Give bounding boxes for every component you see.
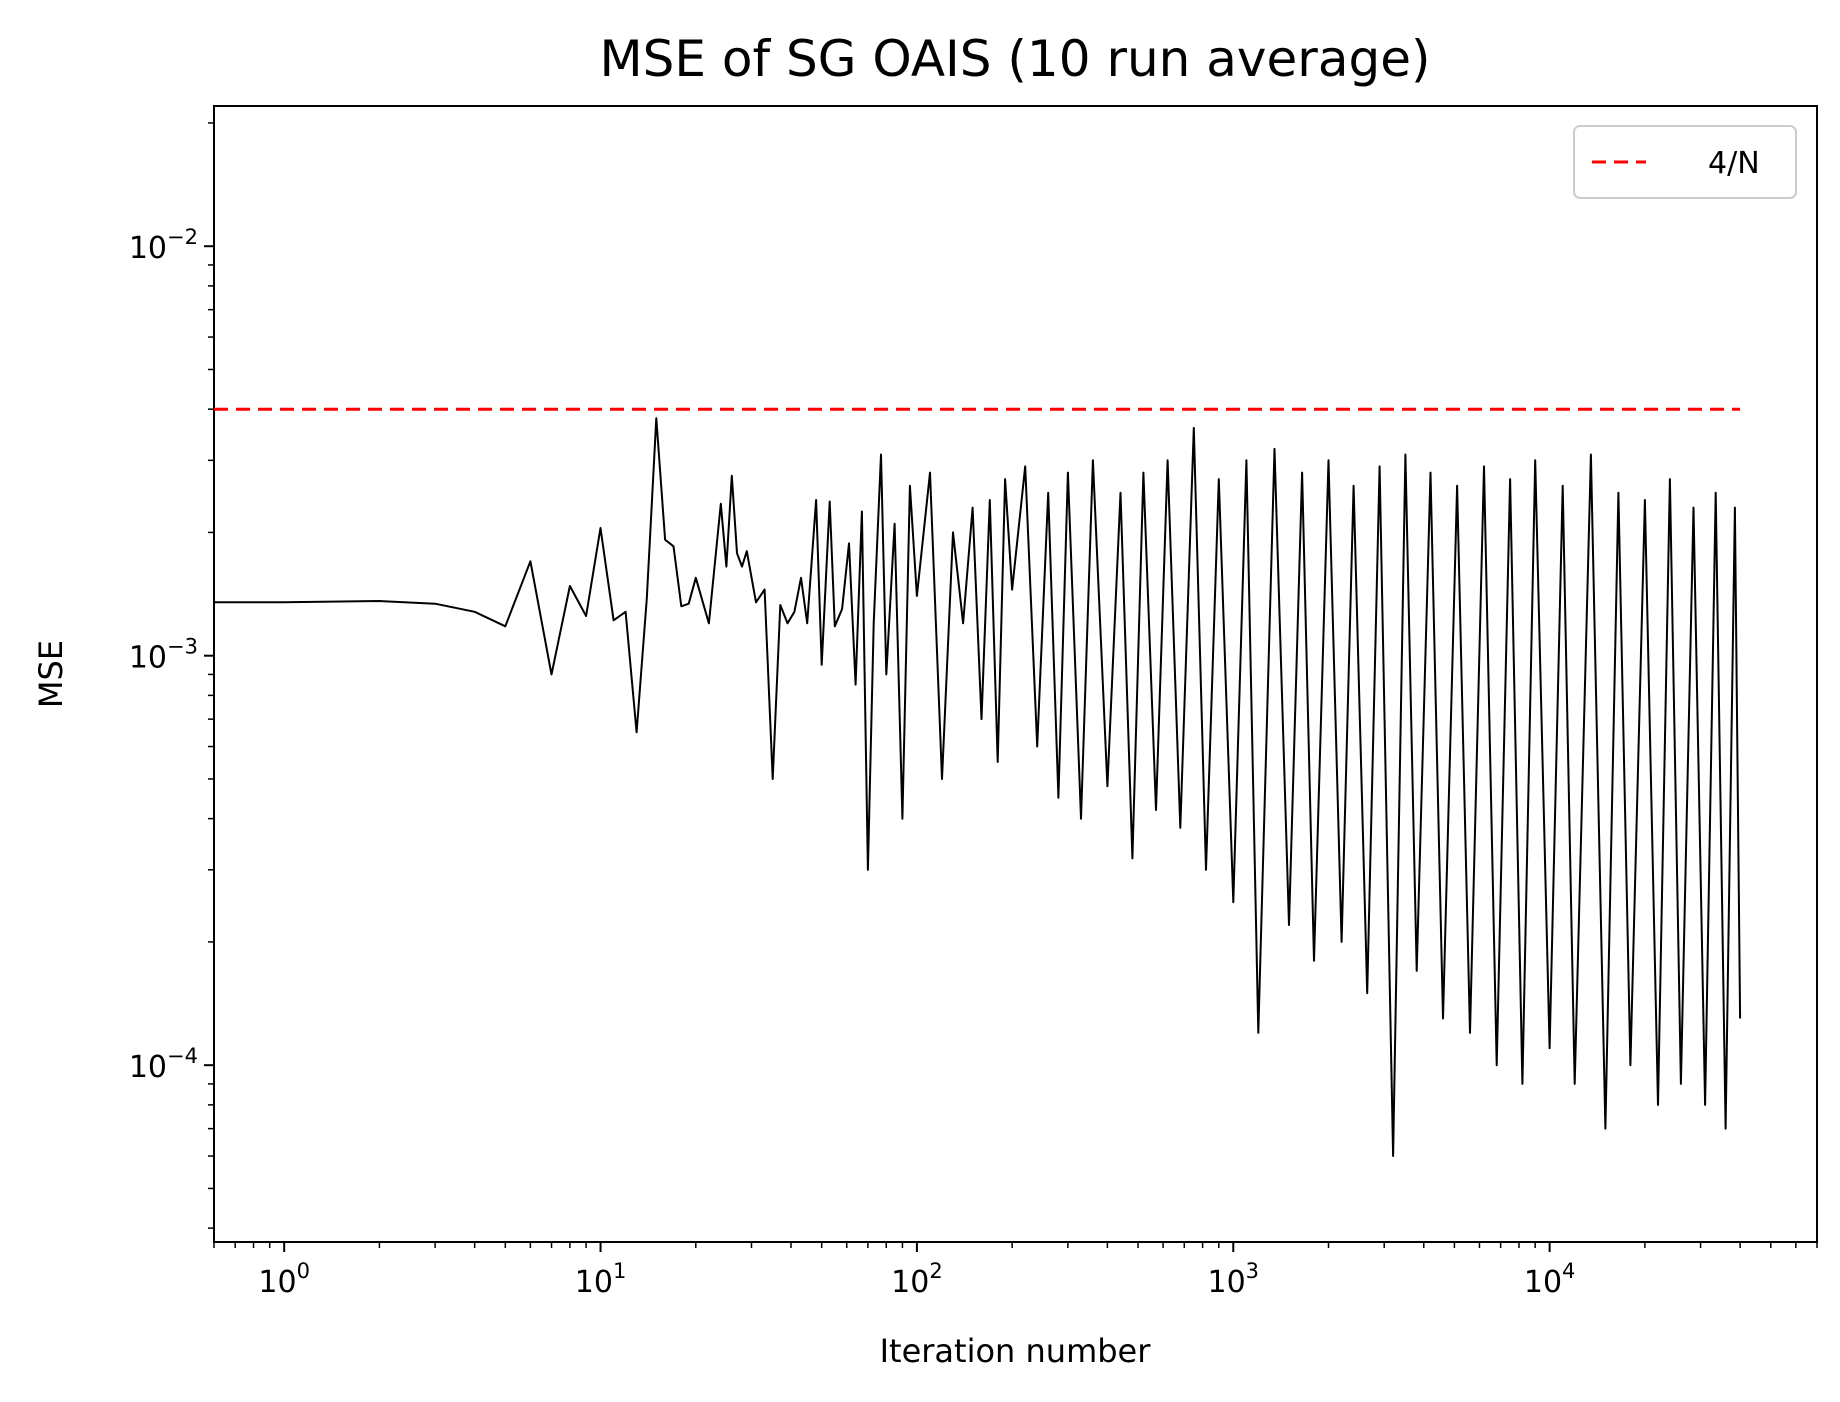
x-tick-label: 104 (1524, 1259, 1576, 1300)
y-axis-label: MSE (32, 640, 70, 708)
y-tick-label: 10−2 (129, 225, 198, 266)
legend-box (1573, 125, 1797, 199)
legend: 4/N (1573, 125, 1797, 199)
x-tick-label: 103 (1207, 1259, 1259, 1300)
series-layer (214, 407, 1742, 1157)
chart-title: MSE of SG OAIS (10 run average) (600, 30, 1431, 88)
legend-label-4-n: 4/N (1708, 146, 1760, 181)
series-line-mse (214, 417, 1742, 1157)
x-axis-label: Iteration number (880, 1332, 1152, 1370)
y-tick-label: 10−4 (129, 1044, 198, 1085)
y-tick-label: 10−3 (129, 635, 198, 676)
